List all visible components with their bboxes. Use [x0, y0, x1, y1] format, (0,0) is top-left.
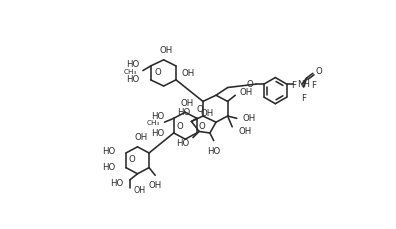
- Text: OH: OH: [159, 46, 173, 55]
- Text: OH: OH: [134, 186, 146, 195]
- Text: OH: OH: [243, 114, 256, 123]
- Text: F: F: [311, 81, 316, 90]
- Text: HO: HO: [207, 147, 220, 156]
- Text: HO: HO: [102, 147, 115, 156]
- Text: OH: OH: [201, 109, 214, 118]
- Text: O: O: [129, 155, 135, 164]
- Text: O: O: [196, 105, 203, 114]
- Text: HO: HO: [110, 179, 124, 188]
- Text: HO: HO: [127, 60, 140, 69]
- Text: F: F: [301, 94, 306, 103]
- Text: HO: HO: [127, 75, 140, 84]
- Text: OH: OH: [181, 98, 194, 108]
- Text: CH₃: CH₃: [147, 120, 160, 126]
- Text: NH: NH: [297, 79, 310, 89]
- Text: HO: HO: [151, 112, 164, 121]
- Text: O: O: [177, 122, 183, 131]
- Text: OH: OH: [181, 69, 195, 78]
- Text: OH: OH: [240, 88, 253, 97]
- Text: OH: OH: [238, 127, 251, 136]
- Text: F: F: [291, 81, 296, 90]
- Text: O: O: [154, 68, 161, 77]
- Text: HO: HO: [177, 139, 190, 148]
- Text: CH₃: CH₃: [124, 69, 137, 75]
- Text: O: O: [316, 67, 323, 76]
- Text: O: O: [199, 122, 206, 131]
- Text: O: O: [246, 79, 253, 89]
- Text: HO: HO: [151, 129, 164, 138]
- Text: HO: HO: [177, 108, 190, 117]
- Text: HO: HO: [102, 163, 115, 172]
- Text: OH: OH: [148, 181, 162, 191]
- Text: OH: OH: [135, 133, 148, 142]
